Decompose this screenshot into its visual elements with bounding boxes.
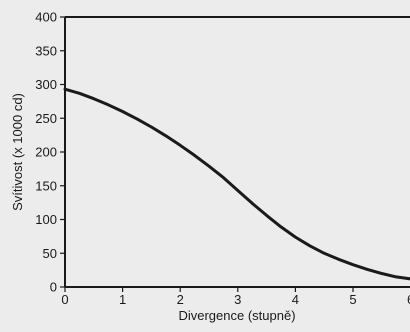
axes <box>64 16 410 288</box>
y-tick-label: 0 <box>50 280 57 295</box>
series-layer <box>63 87 410 281</box>
x-tick-label: 3 <box>234 292 241 307</box>
y-tick-label: 400 <box>35 10 57 25</box>
y-tick-label: 100 <box>35 212 57 227</box>
x-tick-label: 1 <box>119 292 126 307</box>
y-axis-label: Svítivost (x 1000 cd) <box>10 93 25 211</box>
y-tick-label: 300 <box>35 77 57 92</box>
series-line <box>63 87 410 281</box>
y-tick-label: 200 <box>35 145 57 160</box>
y-tick-label: 250 <box>35 111 57 126</box>
tick-marks: 0 50 100 150 200 250 300 350 400 0 1 2 3 4 5 6 <box>35 10 410 308</box>
x-tick-label: 0 <box>61 292 68 307</box>
y-tick-label: 50 <box>43 246 57 261</box>
x-axis-label: Divergence (stupně) <box>178 308 295 323</box>
y-tick-label: 150 <box>35 178 57 193</box>
x-tick-label: 5 <box>349 292 356 307</box>
x-tick-label: 4 <box>292 292 299 307</box>
y-tick-label: 350 <box>35 43 57 58</box>
x-tick-label: 6 <box>407 292 410 307</box>
x-tick-label: 2 <box>177 292 184 307</box>
